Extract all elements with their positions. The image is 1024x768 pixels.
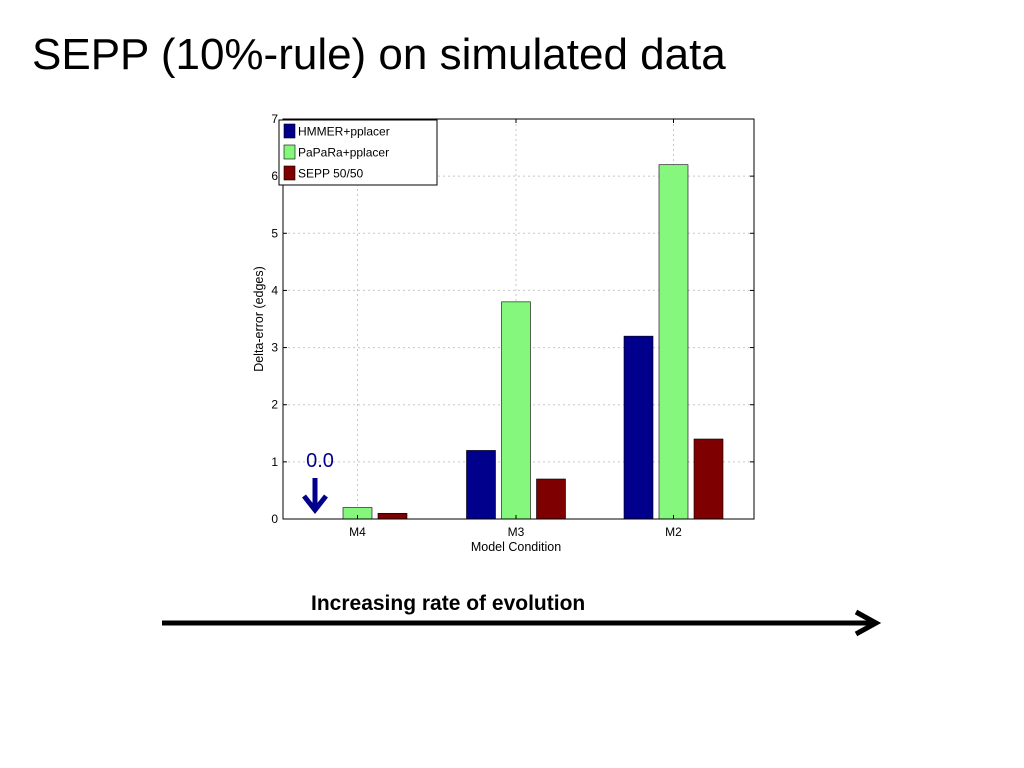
y-tick-label: 3 [271, 341, 278, 355]
bar-sepp-50-50-m3 [536, 478, 566, 520]
legend-swatch [283, 144, 296, 160]
plot-frame [282, 118, 755, 520]
zero-value-callout: 0.0 [302, 450, 334, 515]
y-tick-label: 5 [271, 226, 278, 240]
legend-label: PaPaRa+pplacer [298, 146, 389, 160]
y-tick-labels: 0 1 2 3 4 5 6 7 [271, 112, 278, 526]
bar-sepp-50-50-m4 [377, 512, 408, 520]
x-tick-label: M2 [665, 525, 682, 539]
bar-papara-pplacer-m2 [658, 164, 689, 520]
legend-label: HMMER+pplacer [298, 125, 390, 139]
bar-sepp-50-50-m2 [693, 438, 724, 520]
callout-label: 0.0 [306, 450, 334, 472]
x-tick-labels: M4 M3 M2 [349, 525, 682, 539]
arrow-down-icon [302, 478, 328, 515]
legend-label: SEPP 50/50 [298, 167, 363, 181]
y-axis-title: Delta-error (edges) [252, 266, 266, 372]
y-tick-label: 6 [271, 169, 278, 183]
bar-hmmer-pplacer-m2 [623, 335, 654, 520]
bar-hmmer-pplacer-m3 [466, 450, 496, 520]
legend-swatch [283, 123, 296, 139]
x-tick-label: M3 [508, 525, 525, 539]
legend: HMMER+pplacer PaPaRa+pplacer SEPP 50/50 [278, 119, 438, 186]
bar-papara-pplacer-m3 [501, 301, 531, 520]
x-tick-label: M4 [349, 525, 366, 539]
slide-title: SEPP (10%-rule) on simulated data [32, 30, 726, 79]
x-axis-title: Model Condition [471, 540, 561, 554]
y-tick-label: 7 [271, 112, 278, 126]
legend-box [278, 119, 438, 186]
legend-swatch [283, 165, 296, 181]
y-tick-label: 0 [271, 512, 278, 526]
y-tick-label: 4 [271, 283, 278, 297]
arrow-right-icon [162, 609, 882, 637]
y-tick-label: 1 [271, 455, 278, 469]
bars [342, 164, 724, 520]
evolution-rate-caption: Increasing rate of evolution [311, 592, 586, 615]
y-tick-label: 2 [271, 398, 278, 412]
